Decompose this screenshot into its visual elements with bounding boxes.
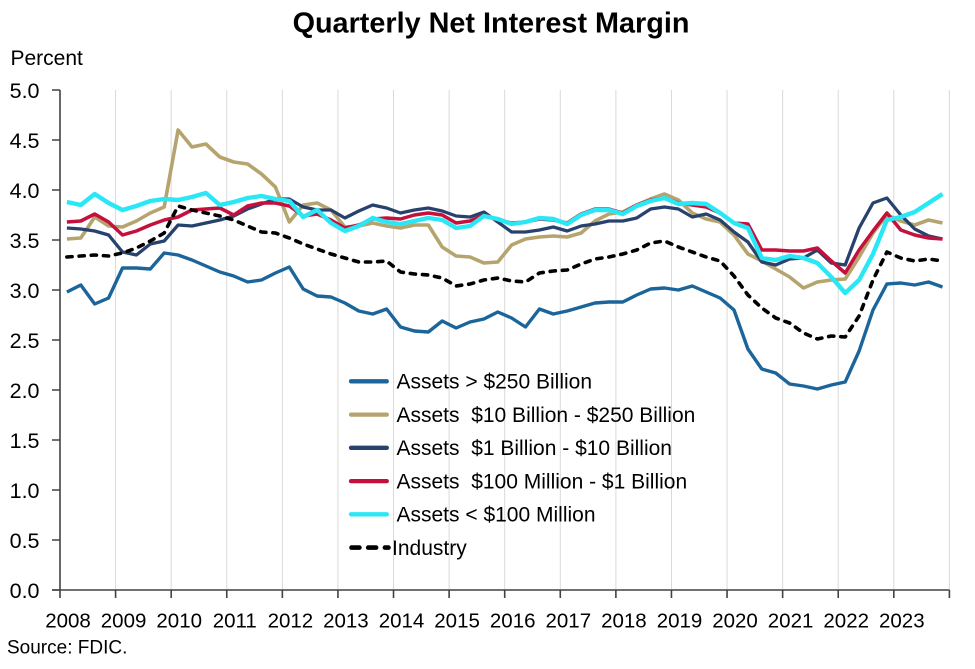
svg-text:2012: 2012 [268, 610, 314, 633]
svg-text:Percent: Percent [11, 47, 84, 70]
svg-text:2013: 2013 [323, 610, 369, 633]
svg-text:2015: 2015 [434, 610, 480, 633]
svg-text:Quarterly Net Interest Margin: Quarterly Net Interest Margin [293, 8, 690, 40]
svg-text:Assets < $100 Million: Assets < $100 Million [397, 504, 596, 527]
svg-text:Assets $1 Billion - $10 Billi: Assets $1 Billion - $10 Billion [397, 437, 672, 460]
svg-text:Assets $100 Million - $1 Bill: Assets $100 Million - $1 Billion [397, 471, 688, 494]
svg-text:2017: 2017 [545, 610, 591, 633]
svg-text:2010: 2010 [156, 610, 202, 633]
svg-text:2023: 2023 [879, 610, 925, 633]
svg-text:2014: 2014 [379, 610, 425, 633]
svg-text:2018: 2018 [601, 610, 647, 633]
svg-text:0.5: 0.5 [10, 529, 40, 553]
svg-text:Assets > $250 Billion: Assets > $250 Billion [397, 371, 593, 394]
svg-text:2011: 2011 [213, 610, 257, 633]
svg-text:Source: FDIC.: Source: FDIC. [7, 638, 127, 659]
svg-text:2016: 2016 [490, 610, 536, 633]
svg-text:2020: 2020 [712, 610, 758, 633]
svg-text:3.0: 3.0 [10, 279, 40, 303]
svg-text:2022: 2022 [823, 610, 869, 633]
svg-text:2.5: 2.5 [10, 329, 40, 353]
svg-text:4.0: 4.0 [10, 179, 40, 203]
svg-text:4.5: 4.5 [10, 129, 40, 153]
svg-text:3.5: 3.5 [10, 229, 40, 253]
svg-text:1.0: 1.0 [10, 479, 40, 503]
svg-text:2021: 2021 [768, 610, 814, 633]
svg-text:5.0: 5.0 [10, 79, 40, 103]
svg-text:2009: 2009 [101, 610, 147, 633]
svg-text:2.0: 2.0 [10, 379, 40, 403]
svg-text:2008: 2008 [45, 610, 91, 633]
svg-text:0.0: 0.0 [10, 579, 40, 603]
svg-text:2019: 2019 [657, 610, 703, 633]
svg-text:Industry: Industry [392, 537, 467, 560]
svg-text:1.5: 1.5 [10, 429, 40, 453]
svg-text:Assets $10 Billion - $250 Bil: Assets $10 Billion - $250 Billion [397, 404, 696, 427]
